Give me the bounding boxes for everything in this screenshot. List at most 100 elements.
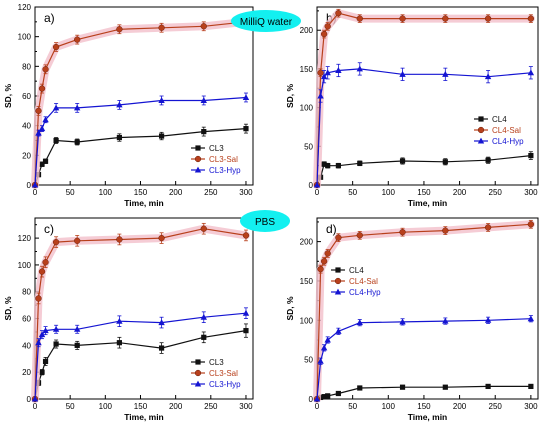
series-line xyxy=(316,318,531,400)
x-tick-label: 300 xyxy=(239,188,253,197)
data-point xyxy=(317,357,324,364)
data-point xyxy=(527,69,535,76)
data-point xyxy=(317,69,324,76)
series-cl3-sal xyxy=(31,222,250,403)
data-point xyxy=(335,10,342,17)
panel-label: d) xyxy=(326,222,337,236)
x-tick-label: 200 xyxy=(169,402,183,411)
data-point xyxy=(324,336,331,343)
y-tick-label: 50 xyxy=(304,356,313,365)
legend-marker xyxy=(477,137,485,144)
x-axis-label: Time, min xyxy=(408,198,448,208)
data-point xyxy=(442,159,448,165)
data-point xyxy=(399,158,406,164)
data-point xyxy=(317,266,324,273)
x-tick-label: 150 xyxy=(417,402,431,411)
y-tick-label: 80 xyxy=(22,288,31,297)
data-point xyxy=(325,393,331,399)
data-point xyxy=(442,384,448,390)
y-tick-label: 0 xyxy=(309,395,314,404)
x-tick-label: 300 xyxy=(524,188,538,197)
data-point xyxy=(200,23,207,30)
data-point xyxy=(116,134,122,141)
legend-marker xyxy=(194,369,202,377)
data-point xyxy=(42,158,49,164)
badge-shape xyxy=(240,210,290,232)
chart-panel-4: 0 50 100 150 200 0 50 100 150 200 250 300 Time, min S… xyxy=(285,217,539,422)
x-tick-label: 0 xyxy=(315,188,320,197)
x-tick-label: 0 xyxy=(33,402,38,411)
data-point xyxy=(242,232,250,239)
series-line xyxy=(34,228,247,400)
data-point xyxy=(116,236,123,243)
x-tick-label: 200 xyxy=(169,188,183,197)
data-point xyxy=(158,234,165,242)
legend: CL4 CL4-Sal CL4-Hyp xyxy=(331,266,381,297)
x-tick-label: 250 xyxy=(489,402,503,411)
data-point xyxy=(243,328,249,334)
y-tick-label: 40 xyxy=(22,122,31,131)
badge-shape xyxy=(231,10,301,32)
y-tick-label: 60 xyxy=(22,315,31,324)
data-point xyxy=(39,161,45,167)
data-point xyxy=(484,224,492,231)
y-axis-label: SD, % xyxy=(3,296,13,321)
x-axis-label: Time, min xyxy=(124,198,164,208)
data-point xyxy=(527,315,535,322)
x-tick-label: 50 xyxy=(348,402,357,411)
data-point xyxy=(399,384,406,390)
data-point xyxy=(442,15,449,22)
series-line xyxy=(316,12,531,186)
data-point xyxy=(52,325,60,332)
legend-marker xyxy=(335,267,341,273)
series-halo xyxy=(313,220,535,403)
legend-entry: CL3-Hyp xyxy=(209,166,241,175)
legend-marker xyxy=(478,116,484,122)
legend-entry: CL3-Sal xyxy=(209,155,238,164)
data-point xyxy=(317,92,324,99)
panel-label: c) xyxy=(44,222,54,236)
y-tick-label: 200 xyxy=(300,26,314,35)
data-point xyxy=(399,229,406,236)
y-tick-label: 80 xyxy=(22,62,31,71)
data-point xyxy=(38,85,46,92)
data-point xyxy=(158,133,165,139)
data-point xyxy=(335,67,342,73)
x-tick-label: 200 xyxy=(453,402,467,411)
legend: CL4 CL4-Sal CL4-Hyp xyxy=(474,115,524,146)
series-line xyxy=(34,128,247,186)
data-point xyxy=(485,157,491,163)
data-point xyxy=(200,97,207,103)
legend-entry: CL3-Hyp xyxy=(209,380,241,389)
data-point xyxy=(116,340,122,346)
data-point xyxy=(324,69,331,76)
data-point xyxy=(485,383,491,390)
data-point xyxy=(74,342,80,348)
data-point xyxy=(442,317,449,324)
data-point xyxy=(52,104,60,111)
data-point xyxy=(484,73,492,80)
y-tick-label: 20 xyxy=(22,368,31,377)
legend-marker xyxy=(334,277,342,285)
legend-marker xyxy=(194,380,202,387)
data-point xyxy=(52,43,60,51)
y-tick-label: 120 xyxy=(18,234,32,243)
y-tick-label: 60 xyxy=(22,92,31,101)
x-tick-label: 50 xyxy=(348,188,357,197)
series-line xyxy=(316,68,531,186)
y-tick-label: 40 xyxy=(22,341,31,350)
data-point xyxy=(52,238,60,246)
data-point xyxy=(484,15,492,22)
data-point xyxy=(38,125,46,132)
legend-entry: CL4-Sal xyxy=(492,126,521,135)
x-tick-label: 0 xyxy=(33,188,38,197)
series-cl3-sal xyxy=(31,16,250,189)
data-point xyxy=(442,70,449,77)
data-point xyxy=(35,107,42,114)
data-point xyxy=(356,319,363,326)
y-tick-label: 200 xyxy=(300,238,314,247)
legend-entry: CL4-Hyp xyxy=(492,137,524,146)
series-cl3-hyp xyxy=(31,307,250,402)
condition-badge: MilliQ water xyxy=(231,10,301,32)
